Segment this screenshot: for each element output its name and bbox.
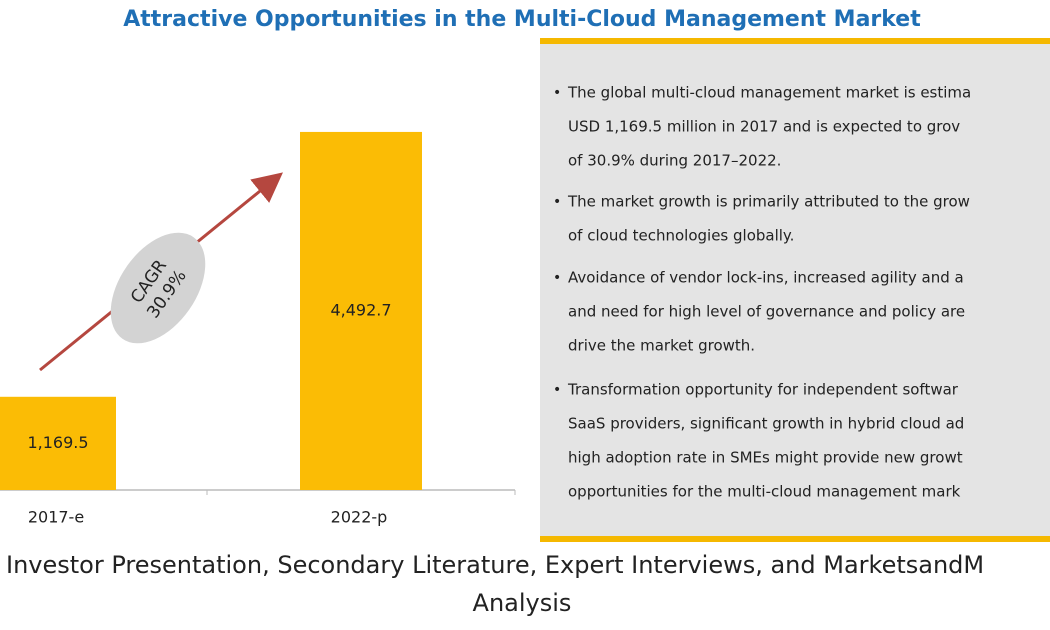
source-text: Analysis [473,589,572,617]
bullet-dot: • [553,194,561,210]
value-label: 1,169.5 [27,433,88,452]
panel [540,38,1050,542]
bullet-text: Avoidance of vendor lock-ins, increased … [568,269,964,287]
bullet-text: The market growth is primarily attribute… [567,193,970,211]
bullet-text: The global multi-cloud management market… [567,84,971,102]
bullet-text: and need for high level of governance an… [568,303,965,321]
bullet-text: USD 1,169.5 million in 2017 and is expec… [568,118,960,136]
x-tick-label: 2017-e [28,508,84,527]
x-tick-label: 2022-p [331,508,388,527]
bullet-dot: • [553,85,561,101]
panel-border-top [540,38,1050,44]
bullet-text: of cloud technologies globally. [568,227,794,245]
cagr-ellipse [110,232,206,344]
value-label: 4,492.7 [330,300,391,319]
cagr-badge: CAGR 30.9% [110,232,206,344]
source-text: Investor Presentation, Secondary Literat… [6,551,984,579]
bullet-text: SaaS providers, significant growth in hy… [568,415,964,433]
bullet-text: Transformation opportunity for independe… [567,381,959,399]
bullet-text: high adoption rate in SMEs might provide… [568,449,963,467]
bullet-text: of 30.9% during 2017–2022. [568,152,781,170]
bar [300,131,422,490]
bullet-dot: • [553,270,561,286]
bar [0,396,116,490]
bullet-text: opportunities for the multi-cloud manage… [568,483,961,501]
bullet-dot: • [553,382,561,398]
chart-title: Attractive Opportunities in the Multi-Cl… [123,7,921,32]
panel-border-bottom [540,536,1050,542]
bullet-text: drive the market growth. [568,337,755,355]
